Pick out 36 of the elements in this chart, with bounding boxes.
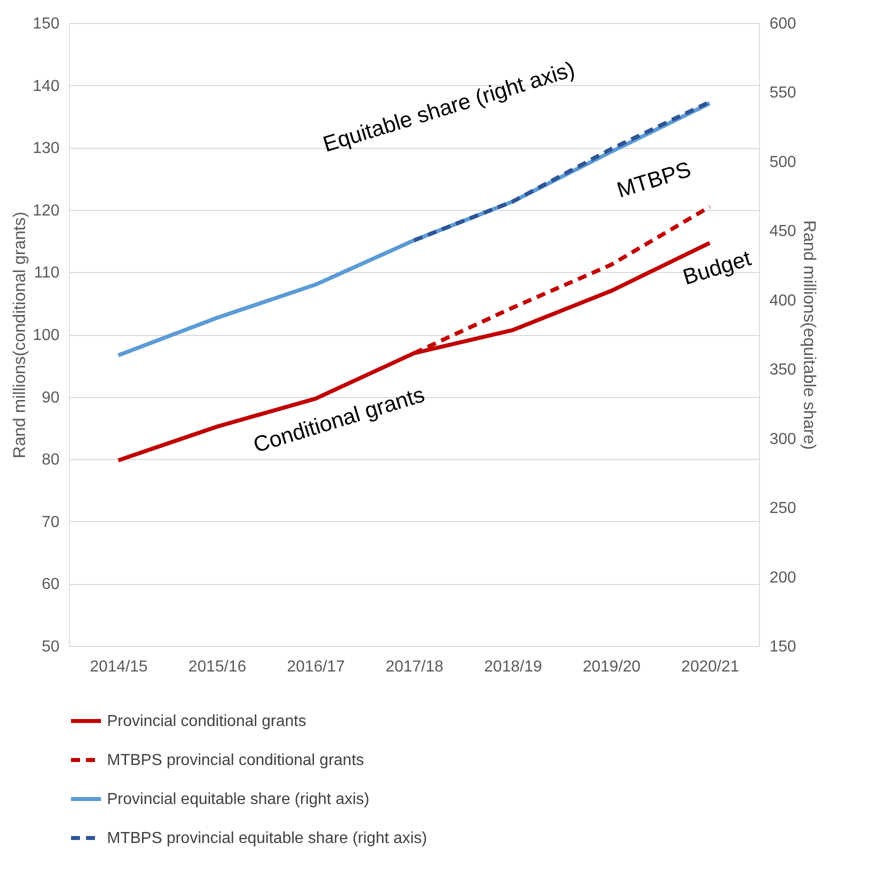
x-tick-label: 2019/20 bbox=[582, 658, 641, 676]
y2-tick-label: 600 bbox=[770, 16, 796, 32]
legend-label: MTBPS provincial conditional grants bbox=[107, 752, 364, 769]
legend-label: MTBPS provincial equitable share (right axis) bbox=[107, 830, 428, 847]
y2-tick-label: 550 bbox=[770, 84, 796, 102]
y2-tick-label: 500 bbox=[770, 154, 796, 171]
annotation: MTBPS bbox=[614, 156, 694, 203]
y-axis-title: Rand millions(conditional grants) bbox=[10, 212, 29, 458]
y2-tick-label: 400 bbox=[770, 292, 796, 310]
x-tick-label: 2016/17 bbox=[287, 658, 345, 676]
y-tick-label: 60 bbox=[42, 576, 60, 594]
y-tick-label: 70 bbox=[42, 514, 60, 531]
y-tick-label: 90 bbox=[42, 389, 60, 406]
y-tick-label: 120 bbox=[32, 202, 60, 220]
y-tick-label: 50 bbox=[42, 638, 60, 656]
y-tick-label: 150 bbox=[32, 16, 60, 32]
x-tick-label: 2017/18 bbox=[386, 658, 444, 676]
y-tick-label: 110 bbox=[34, 264, 60, 282]
x-tick-label: 2020/21 bbox=[681, 658, 740, 676]
legend-label: Provincial equitable share (right axis) bbox=[107, 791, 370, 808]
x-tick-label: 2018/19 bbox=[484, 658, 542, 676]
y-tick-label: 140 bbox=[32, 78, 60, 95]
y2-tick-label: 200 bbox=[770, 569, 796, 586]
x-tick-label: 2014/15 bbox=[90, 658, 148, 676]
annotation: Budget bbox=[680, 245, 754, 290]
x-tick-label: 2015/16 bbox=[188, 658, 246, 676]
y2-tick-label: 300 bbox=[770, 430, 796, 448]
y2-axis-title: Rand millions(equitable share) bbox=[800, 220, 820, 450]
y2-tick-label: 150 bbox=[770, 638, 796, 656]
y-tick-label: 130 bbox=[32, 140, 60, 158]
y2-tick-label: 350 bbox=[770, 362, 796, 379]
y2-tick-label: 250 bbox=[770, 500, 796, 518]
legend-label: Provincial conditional grants bbox=[107, 713, 306, 730]
y-tick-label: 80 bbox=[42, 452, 60, 469]
y2-tick-label: 450 bbox=[770, 223, 796, 240]
y-tick-label: 100 bbox=[32, 327, 60, 344]
